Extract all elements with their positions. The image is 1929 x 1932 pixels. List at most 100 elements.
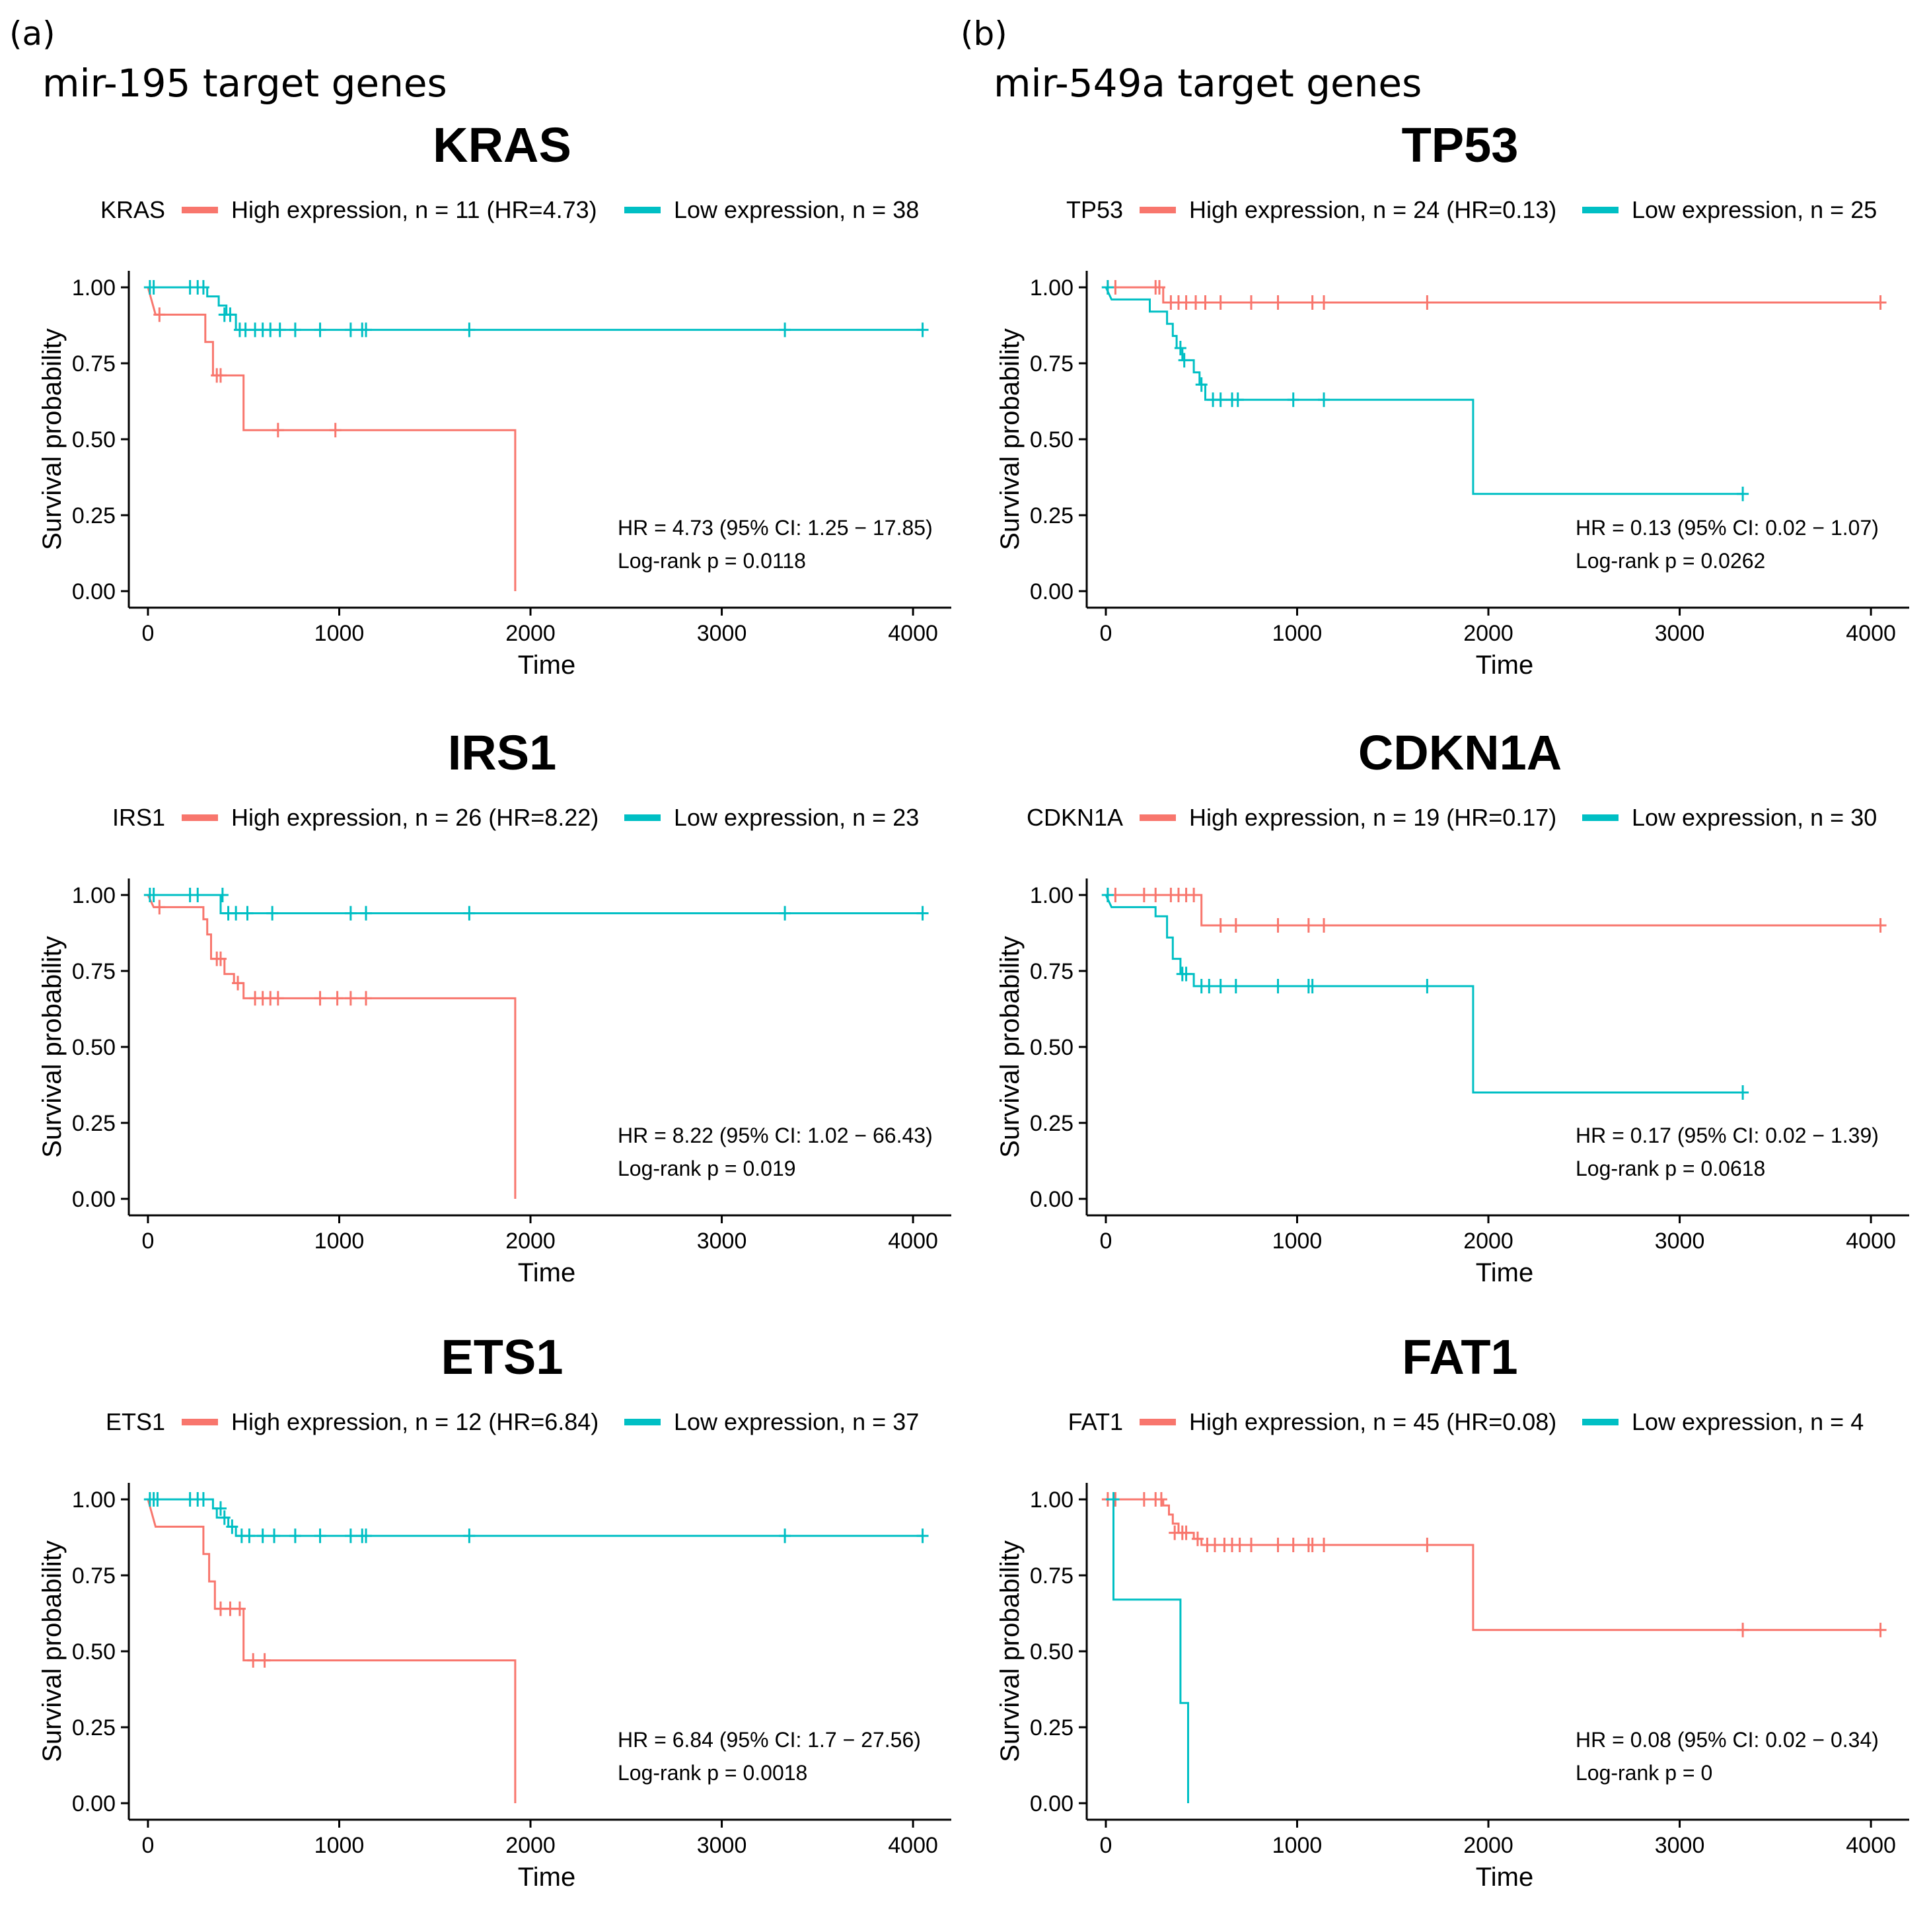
x-tick-label: 3000 xyxy=(1655,1229,1705,1254)
legend-low-label: Low expression, n = 23 xyxy=(674,804,919,831)
censor-mark xyxy=(779,322,791,338)
x-tick-label: 0 xyxy=(141,1229,154,1254)
hazard-ratio-annotation: HR = 0.17 (95% CI: 0.02 − 1.39) xyxy=(1576,1124,1879,1147)
censor-mark xyxy=(463,906,476,921)
censor-mark xyxy=(272,423,284,438)
y-axis-title: Survival probability xyxy=(996,936,1025,1158)
y-tick-label: 0.25 xyxy=(72,503,116,528)
y-tick-label: 1.00 xyxy=(72,275,116,301)
censor-mark xyxy=(1737,1085,1749,1100)
y-axis-title: Survival probability xyxy=(996,1540,1025,1762)
logrank-p-annotation: Log-rank p = 0.0262 xyxy=(1576,549,1765,573)
censor-mark xyxy=(360,322,373,338)
survival-curve xyxy=(148,286,923,331)
censor-mark xyxy=(1107,1492,1120,1507)
censor-mark xyxy=(1318,392,1330,408)
km-plot-kras: KRAS KRAS High expression, n = 11 (HR=4.73… xyxy=(0,112,964,720)
censor-mark xyxy=(1214,295,1227,310)
censor-mark xyxy=(1874,295,1887,310)
censor-mark xyxy=(1180,1525,1192,1540)
legend: KRAS High expression, n = 11 (HR=4.73) Low… xyxy=(100,196,919,223)
x-axis-title: Time xyxy=(518,1258,575,1287)
x-tick-label: 0 xyxy=(1099,1833,1112,1858)
censor-mark xyxy=(241,906,254,921)
x-tick-label: 2000 xyxy=(1463,1833,1513,1858)
series-low-expression xyxy=(143,1492,929,1544)
censor-mark xyxy=(360,991,373,1006)
censor-mark xyxy=(331,991,344,1006)
censor-mark xyxy=(214,1501,227,1516)
x-axis-title: Time xyxy=(518,651,575,680)
x-tick-label: 0 xyxy=(1099,1229,1112,1254)
x-axis-title: Time xyxy=(1476,1258,1533,1287)
series-low-expression xyxy=(143,888,929,921)
legend-high-label: High expression, n = 26 (HR=8.22) xyxy=(231,804,599,831)
censor-mark xyxy=(1214,392,1227,408)
censor-mark xyxy=(197,1492,209,1507)
legend: ETS1 High expression, n = 12 (HR=6.84) Low… xyxy=(106,1408,919,1435)
x-tick-label: 2000 xyxy=(505,1833,556,1858)
km-chart-svg: ETS1 ETS1 High expression, n = 12 (HR=6.84… xyxy=(38,1330,951,1892)
y-tick-label: 1.00 xyxy=(72,1487,116,1513)
censor-mark xyxy=(233,1601,246,1616)
km-plot-irs1: IRS1 IRS1 High expression, n = 26 (HR=8.22… xyxy=(0,720,964,1328)
x-tick-label: 3000 xyxy=(697,621,747,646)
censor-mark xyxy=(256,1528,269,1544)
y-axis-title: Survival probability xyxy=(38,328,67,550)
censor-mark xyxy=(916,906,929,921)
censor-mark xyxy=(1272,295,1284,310)
legend-strata-label: KRAS xyxy=(100,196,165,223)
x-axis-title: Time xyxy=(1476,651,1533,680)
censor-mark xyxy=(1272,918,1284,933)
km-chart-svg: FAT1 FAT1 High expression, n = 45 (HR=0.08… xyxy=(996,1330,1909,1892)
censor-mark xyxy=(1180,966,1192,982)
censor-mark xyxy=(226,1519,238,1534)
survival-curve xyxy=(1105,894,1743,1094)
x-tick-label: 4000 xyxy=(1846,1229,1896,1254)
censor-mark xyxy=(272,991,284,1006)
censor-mark xyxy=(344,991,357,1006)
censor-mark xyxy=(1737,1622,1749,1637)
y-tick-label: 1.00 xyxy=(72,883,116,908)
survival-curve xyxy=(148,894,923,915)
censor-mark xyxy=(247,1653,260,1668)
chart-title: ETS1 xyxy=(441,1330,563,1384)
y-tick-label: 0.75 xyxy=(72,351,116,376)
censor-mark xyxy=(1153,280,1166,295)
y-tick-label: 0.75 xyxy=(1030,351,1074,376)
censor-mark xyxy=(916,322,929,338)
y-tick-label: 0.50 xyxy=(72,1035,116,1060)
censor-mark xyxy=(1245,295,1257,310)
y-tick-label: 0.75 xyxy=(72,959,116,984)
censor-mark xyxy=(214,951,227,966)
censor-mark xyxy=(1318,295,1330,310)
logrank-p-annotation: Log-rank p = 0 xyxy=(1576,1761,1712,1785)
censor-mark xyxy=(1229,918,1242,933)
x-tick-label: 2000 xyxy=(505,621,556,646)
censor-mark xyxy=(314,322,326,338)
y-tick-label: 0.00 xyxy=(72,1187,116,1212)
censor-mark xyxy=(463,1528,476,1544)
x-tick-label: 4000 xyxy=(1846,621,1896,646)
survival-curve xyxy=(1106,1498,1189,1803)
chart-title: TP53 xyxy=(1402,118,1519,172)
censor-mark xyxy=(314,991,326,1006)
censor-mark xyxy=(344,906,357,921)
x-tick-label: 2000 xyxy=(505,1229,556,1254)
km-chart-svg: IRS1 IRS1 High expression, n = 26 (HR=8.22… xyxy=(38,725,951,1287)
legend: TP53 High expression, n = 24 (HR=0.13) Low… xyxy=(1066,196,1877,223)
x-tick-label: 3000 xyxy=(1655,1833,1705,1858)
x-tick-label: 1000 xyxy=(1272,621,1323,646)
x-axis-title: Time xyxy=(1476,1863,1533,1892)
censor-mark xyxy=(216,888,229,902)
censor-mark xyxy=(916,1528,929,1544)
y-tick-label: 0.25 xyxy=(1030,1111,1074,1136)
y-tick-label: 0.25 xyxy=(72,1715,116,1740)
y-tick-label: 0.25 xyxy=(1030,1715,1074,1740)
logrank-p-annotation: Log-rank p = 0.0618 xyxy=(1576,1157,1765,1180)
censor-mark xyxy=(1245,1538,1257,1552)
legend-low-label: Low expression, n = 37 xyxy=(674,1408,919,1435)
censor-mark xyxy=(360,906,373,921)
censor-mark xyxy=(1101,280,1114,295)
censor-mark xyxy=(1155,1492,1167,1507)
